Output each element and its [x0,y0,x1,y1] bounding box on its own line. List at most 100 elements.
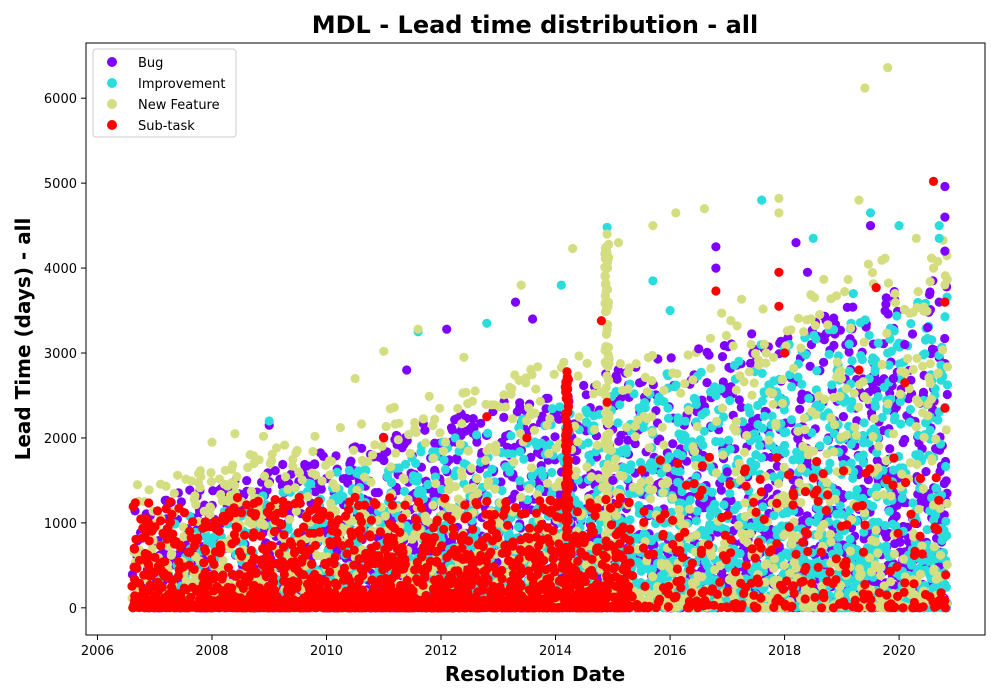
improvement-point [884,360,894,370]
bug-point [526,452,536,462]
improvement-point [942,380,953,390]
improvement-point [879,382,889,392]
improvement-point [847,396,857,406]
improvement-point [827,380,837,390]
improvement-point [399,486,410,496]
bug-point [452,453,462,464]
bug-point [370,488,380,498]
improvement-point [725,488,735,498]
improvement-point [920,335,931,345]
improvement-point [807,428,817,438]
improvement-point [858,430,868,441]
improvement-point [822,435,833,445]
improvement-point [787,382,797,392]
improvement-point [759,411,769,421]
bug-point [907,329,918,339]
improvement-point [707,487,717,497]
improvement-point [454,446,464,456]
bug-point [450,415,460,425]
improvement-point [769,510,779,521]
bug-point [716,485,726,495]
improvement-point [743,403,753,413]
bug-point [880,306,890,316]
improvement-point [849,582,859,593]
improvement-point [734,558,744,569]
improvement-point [927,493,937,503]
improvement-point [779,428,789,438]
improvement-point [459,459,469,469]
improvement-point [868,517,878,527]
bug-point [797,389,807,399]
improvement-point [859,418,869,428]
improvement-point [747,466,758,476]
bug-point [918,387,929,397]
improvement-point [705,511,715,521]
bug-point [939,478,949,489]
y-axis-label: Lead Time (days) - all [11,218,35,461]
chart-title: MDL - Lead time distribution - all [312,11,759,39]
bug-point [734,395,744,405]
improvement-point [634,403,644,413]
improvement-point [921,418,931,428]
improvement-point [719,500,729,510]
improvement-point [858,450,868,460]
improvement-point [413,488,423,499]
improvement-point [846,458,856,468]
improvement-point [801,350,811,360]
improvement-point [884,506,894,516]
improvement-point [793,372,803,382]
bug-point [924,289,935,300]
improvement-point [895,397,905,407]
improvement-point [804,517,815,527]
improvement-point [786,415,797,425]
bug-point [940,333,950,344]
improvement-point [924,556,934,567]
bug-point [616,392,627,402]
improvement-point [734,356,744,366]
improvement-point [825,458,835,468]
improvement-point [834,532,844,542]
bug-point [872,456,882,466]
bug-point [942,389,952,400]
bug-point [668,439,678,449]
improvement-point [844,490,854,500]
bug-point [420,425,430,435]
bug-point [890,539,900,549]
improvement-point [917,556,927,566]
improvement-point [506,431,516,441]
improvement-point [922,525,932,535]
improvement-point [812,366,822,376]
improvement-point [711,436,721,447]
improvement-point [858,493,868,503]
bug-point [430,438,440,448]
bug-point [747,329,757,339]
improvement-point [757,423,768,433]
bug-point [554,414,564,424]
improvement-point [859,527,869,537]
improvement-point [829,429,840,439]
improvement-point [633,557,643,567]
bug-point [310,487,320,497]
improvement-point [797,379,807,389]
improvement-point [547,467,557,478]
improvement-point [847,356,857,366]
improvement-point [615,400,625,410]
bug-point [242,476,252,486]
improvement-point [771,445,781,456]
improvement-point [344,465,354,476]
improvement-point [941,461,951,472]
improvement-point [430,472,440,482]
improvement-point [824,349,834,359]
improvement-point [870,364,880,374]
improvement-point [472,430,482,440]
improvement-point [804,393,814,403]
bug-point [310,459,320,470]
bug-point [702,378,712,388]
bug-point [499,412,509,422]
improvement-point [758,502,768,512]
improvement-point [497,485,507,496]
improvement-point [538,470,548,481]
improvement-point [870,401,881,411]
bug-point [623,435,633,445]
bug-point [844,347,854,357]
